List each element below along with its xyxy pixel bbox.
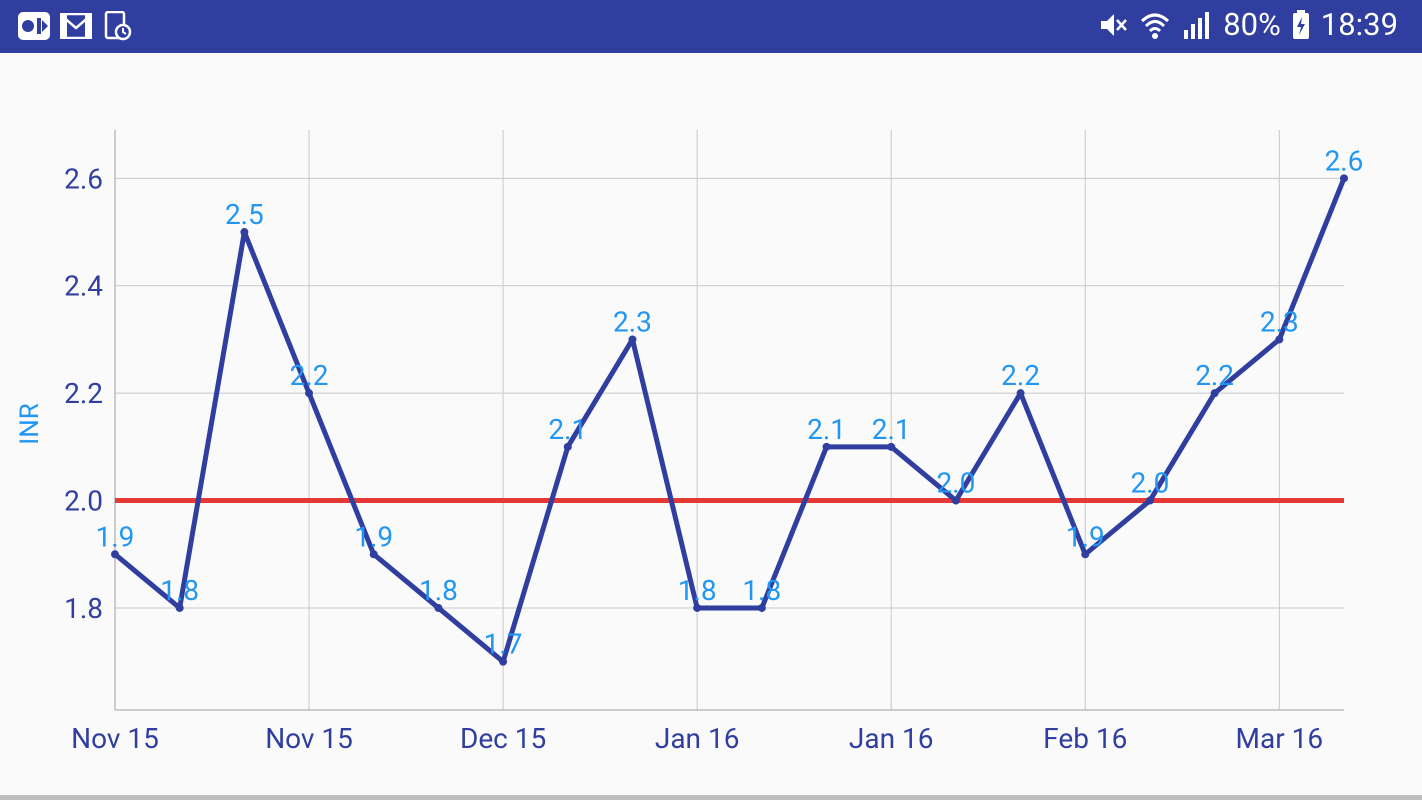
data-point bbox=[628, 335, 637, 344]
data-value-label: 2.0 bbox=[1131, 467, 1170, 500]
data-value-label: 2.0 bbox=[936, 467, 975, 500]
x-tick-label: Nov 15 bbox=[71, 722, 159, 755]
x-tick-label: Nov 15 bbox=[265, 722, 353, 755]
data-point bbox=[1081, 550, 1090, 559]
data-value-label: 2.3 bbox=[613, 305, 652, 338]
data-point bbox=[240, 228, 249, 237]
data-value-label: 1.8 bbox=[419, 574, 458, 607]
video-app-icon bbox=[18, 10, 50, 42]
data-points bbox=[111, 174, 1348, 666]
data-point bbox=[1275, 335, 1284, 344]
data-point bbox=[434, 603, 443, 612]
y-tick-label: 1.8 bbox=[64, 592, 103, 625]
wifi-icon bbox=[1139, 9, 1171, 41]
bottom-edge bbox=[0, 795, 1422, 800]
data-point bbox=[887, 442, 896, 451]
reminder-icon bbox=[102, 10, 134, 42]
data-point bbox=[757, 603, 766, 612]
data-value-label: 2.6 bbox=[1325, 144, 1364, 177]
battery-percent: 80% bbox=[1223, 6, 1281, 43]
battery-charging-icon bbox=[1291, 9, 1311, 41]
data-point bbox=[1340, 174, 1348, 183]
mute-icon bbox=[1097, 9, 1129, 41]
data-value-label: 2.3 bbox=[1260, 305, 1299, 338]
x-tick-label: Feb 16 bbox=[1043, 722, 1127, 755]
data-value-label: 1.9 bbox=[1066, 520, 1105, 553]
data-point bbox=[305, 389, 314, 398]
data-point bbox=[175, 603, 184, 612]
x-tick-label: Dec 15 bbox=[460, 722, 546, 755]
data-value-label: 2.2 bbox=[1195, 359, 1234, 392]
y-tick-label: 2.6 bbox=[64, 162, 103, 195]
data-point bbox=[369, 550, 378, 559]
data-point bbox=[1210, 389, 1219, 398]
clock-time: 18:39 bbox=[1320, 6, 1398, 43]
data-point bbox=[693, 603, 702, 612]
data-value-label: 1.8 bbox=[742, 574, 781, 607]
data-point bbox=[1145, 496, 1154, 505]
data-value-label: 1.9 bbox=[354, 520, 393, 553]
data-value-label: 1.8 bbox=[678, 574, 717, 607]
x-tick-label: Jan 16 bbox=[655, 722, 740, 755]
data-point bbox=[563, 442, 572, 451]
horizontal-gridlines bbox=[115, 177, 1344, 609]
data-value-labels: 1.9 1.8 2.5 2.2 1.9 1.8 1.7 2.1 2.3 1.8 1.8 2.1 2.1 2… bbox=[96, 144, 1364, 660]
y-axis-label: INR bbox=[15, 403, 45, 445]
data-value-label: 1.8 bbox=[160, 574, 199, 607]
data-point bbox=[1016, 389, 1025, 398]
signal-icon bbox=[1181, 9, 1213, 41]
data-value-label: 2.2 bbox=[290, 359, 329, 392]
data-point bbox=[499, 657, 508, 666]
x-tick-labels: Nov 15 Nov 15 Dec 15 Jan 16 Jan 16 Feb 16 Mar … bbox=[71, 722, 1323, 755]
inr-series-line bbox=[113, 177, 1347, 665]
status-bar: 80% 18:39 bbox=[0, 0, 1422, 53]
data-point bbox=[951, 496, 960, 505]
gmail-icon bbox=[60, 10, 92, 42]
data-value-label: 2.1 bbox=[872, 413, 911, 446]
data-value-label: 2.1 bbox=[548, 413, 587, 446]
inr-chart-area: 1.8 2.0 2.2 2.4 2.6 Nov 15 Nov 15 Dec 15 Jan 16… bbox=[0, 53, 1422, 795]
inr-line-chart: 1.8 2.0 2.2 2.4 2.6 Nov 15 Nov 15 Dec 15 Jan 16… bbox=[15, 130, 1364, 755]
data-value-label: 2.1 bbox=[807, 413, 846, 446]
y-tick-labels: 1.8 2.0 2.2 2.4 2.6 bbox=[64, 162, 103, 625]
x-tick-label: Jan 16 bbox=[849, 722, 934, 755]
y-tick-label: 2.2 bbox=[64, 377, 103, 410]
data-value-label: 2.2 bbox=[1001, 359, 1040, 392]
x-tick-label: Mar 16 bbox=[1236, 722, 1324, 755]
data-value-label: 1.9 bbox=[96, 520, 135, 553]
data-value-label: 2.5 bbox=[225, 198, 264, 231]
y-tick-label: 2.0 bbox=[64, 485, 103, 518]
vertical-gridlines bbox=[114, 130, 1280, 710]
y-tick-label: 2.4 bbox=[64, 270, 103, 303]
data-point bbox=[111, 550, 119, 559]
data-value-label: 1.7 bbox=[484, 628, 523, 661]
data-point bbox=[822, 442, 831, 451]
